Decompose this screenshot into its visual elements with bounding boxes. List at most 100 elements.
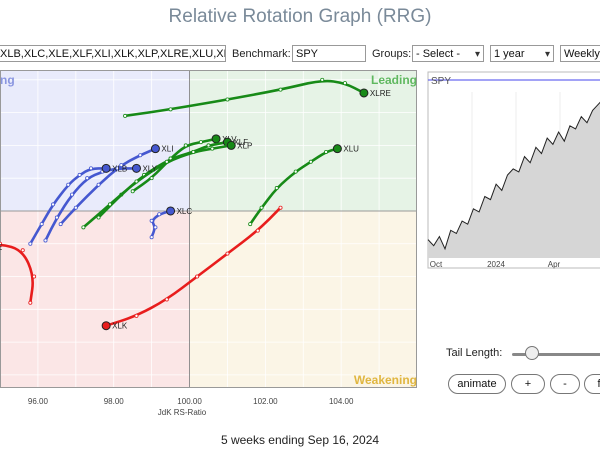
tail-point xyxy=(164,159,169,164)
tail-point xyxy=(255,228,260,233)
head-xli[interactable] xyxy=(150,144,160,154)
tail-point xyxy=(274,186,279,191)
tail-point xyxy=(157,212,162,217)
label-xlf: XLF xyxy=(233,138,248,147)
tail-point xyxy=(259,205,264,210)
tail-xlre xyxy=(123,79,366,118)
tail-point xyxy=(134,313,139,318)
tail-point xyxy=(225,251,230,256)
head-xlp[interactable] xyxy=(226,140,236,150)
mini-chart-area xyxy=(428,102,600,258)
groups-label: Groups: xyxy=(372,48,412,60)
quadrant-label-weakening: Weakening xyxy=(354,373,417,387)
tail-point xyxy=(183,143,188,148)
mini-x-tick-label: Oct xyxy=(430,260,443,269)
tail-point xyxy=(320,77,325,82)
tail-point xyxy=(168,107,173,112)
step-back-button[interactable]: - xyxy=(550,374,580,394)
tail-xlu xyxy=(248,147,339,226)
groups-select[interactable]: - Select - xyxy=(412,45,484,62)
series-xlk: XLK xyxy=(101,205,283,331)
interval-select[interactable]: Weekly xyxy=(560,45,600,62)
tail-point xyxy=(342,81,347,86)
tail-point xyxy=(39,222,44,227)
tail-point xyxy=(195,274,200,279)
tail-point xyxy=(210,146,215,151)
symbols-input[interactable]: XLB,XLC,XLE,XLF,XLI,XLK,XLP,XLRE,XLU,XLV… xyxy=(0,45,226,62)
tail-point xyxy=(149,235,154,240)
tail-point xyxy=(278,87,283,92)
mini-x-tick-label: Apr xyxy=(548,260,561,269)
quadrant-label-leading: Leading xyxy=(371,73,417,87)
benchmark-input[interactable]: SPY xyxy=(292,45,366,62)
series-xlp: XLP xyxy=(81,140,252,230)
tail-point xyxy=(206,143,211,148)
rrg-x-axis: 96.00 98.00 100.00 102.00 104.00 xyxy=(28,397,354,406)
more-button[interactable]: f xyxy=(584,374,600,394)
series-xle: XLE xyxy=(0,241,37,305)
series-xlu: XLU xyxy=(248,144,359,227)
label-xlre: XLRE xyxy=(370,89,391,98)
tail-point xyxy=(123,113,128,118)
tail-point xyxy=(73,205,78,210)
x-tick-label: 98.00 xyxy=(104,397,125,406)
tail-point xyxy=(248,222,253,227)
tail-point xyxy=(115,166,120,171)
mini-chart-line xyxy=(427,101,600,251)
head-xlu[interactable] xyxy=(332,144,342,154)
tail-point xyxy=(293,169,298,174)
head-xlc[interactable] xyxy=(166,206,176,216)
tail-point xyxy=(107,202,112,207)
tail-xlb xyxy=(29,167,108,246)
tail-point xyxy=(134,179,139,184)
tail-length-slider[interactable] xyxy=(512,353,600,356)
tail-point xyxy=(308,159,313,164)
label-xlu: XLU xyxy=(343,145,359,154)
tail-xlk xyxy=(104,206,282,327)
rrg-grid xyxy=(0,70,418,388)
step-forward-button[interactable]: + xyxy=(511,374,545,394)
tail-point xyxy=(130,189,135,194)
head-xlb[interactable] xyxy=(101,163,111,173)
label-xlk: XLK xyxy=(112,322,128,331)
tail-point xyxy=(85,176,90,181)
page-title: Relative Rotation Graph (RRG) xyxy=(168,6,432,27)
tail-point xyxy=(81,225,86,230)
quadrant-lagging xyxy=(0,210,190,388)
tail-point xyxy=(66,182,71,187)
x-tick-label: 102.00 xyxy=(253,397,278,406)
period-select[interactable]: 1 year xyxy=(490,45,554,62)
head-xly[interactable] xyxy=(131,163,141,173)
tail-point xyxy=(164,297,169,302)
tail-point xyxy=(88,166,93,171)
series-xli: XLI xyxy=(58,144,173,227)
series-xlre: XLRE xyxy=(123,77,391,118)
benchmark-mini-chart: SPY Oct 2024 Apr xyxy=(427,71,600,269)
label-xly: XLY xyxy=(142,164,157,173)
series-xlc: XLC xyxy=(149,206,192,240)
quadrant-label-improving: ng xyxy=(0,73,15,87)
rrg-frame xyxy=(0,70,417,388)
head-xlv[interactable] xyxy=(211,134,221,144)
tail-point xyxy=(191,149,196,154)
x-tick-label: 104.00 xyxy=(329,397,354,406)
tail-length-slider-thumb[interactable] xyxy=(524,346,539,360)
head-xlre[interactable] xyxy=(359,88,369,98)
tail-point xyxy=(58,222,63,227)
animate-button[interactable]: animate xyxy=(448,374,506,394)
tail-point xyxy=(43,238,48,243)
x-tick-label: 100.00 xyxy=(177,397,202,406)
head-xlk[interactable] xyxy=(101,321,111,331)
tail-point xyxy=(149,176,154,181)
tail-length-label: Tail Length: xyxy=(446,347,503,359)
tail-point xyxy=(96,182,101,187)
label-xlb: XLB xyxy=(112,164,127,173)
mini-chart-symbol: SPY xyxy=(431,76,451,87)
tail-point xyxy=(278,205,283,210)
mini-x-tick-label: 2024 xyxy=(487,260,505,269)
tail-point xyxy=(77,172,82,177)
benchmark-label: Benchmark: xyxy=(232,48,291,60)
label-xli: XLI xyxy=(161,145,173,154)
date-range-footer: 5 weeks ending Sep 16, 2024 xyxy=(220,433,380,447)
tail-point xyxy=(198,140,203,145)
